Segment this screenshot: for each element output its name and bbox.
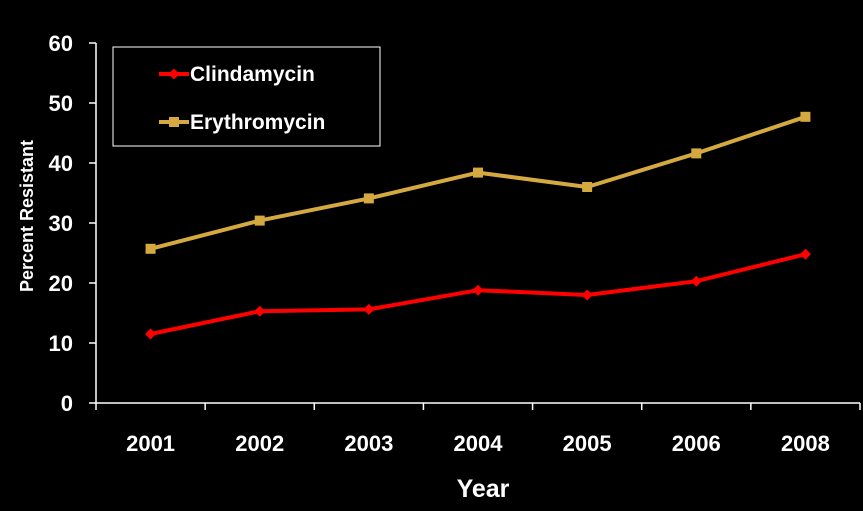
x-ticks: 2001 2002 2003 2004 2005 2006 2008 bbox=[95, 403, 861, 456]
erythromycin-point bbox=[582, 182, 593, 192]
x-tick-label: 2006 bbox=[672, 431, 721, 456]
x-tick-label: 2001 bbox=[126, 431, 175, 456]
legend-items: Clindamycin Erythromycin bbox=[159, 63, 325, 134]
y-ticks: 0 10 20 30 40 50 60 bbox=[49, 31, 96, 416]
x-tick-label: 2008 bbox=[781, 431, 830, 456]
erythromycin-point bbox=[145, 243, 156, 254]
series-layer bbox=[145, 111, 811, 340]
x-tick-label: 2003 bbox=[344, 431, 393, 456]
legend-box bbox=[112, 46, 381, 147]
erythromycin-legend-label: Erythromycin bbox=[190, 111, 325, 134]
y-tick-label: 60 bbox=[49, 31, 73, 56]
erythromycin-legend-marker bbox=[169, 117, 179, 127]
clindamycin-point bbox=[363, 303, 375, 315]
y-tick-label: 40 bbox=[49, 151, 73, 176]
erythromycin-point bbox=[473, 167, 483, 178]
x-tick-label: 2002 bbox=[235, 431, 284, 456]
y-tick-label: 10 bbox=[49, 331, 73, 356]
y-tick-label: 30 bbox=[49, 211, 73, 236]
erythromycin-point bbox=[254, 215, 265, 226]
clindamycin-legend-label: Clindamycin bbox=[190, 63, 315, 86]
erythromycin-point bbox=[691, 148, 702, 159]
clindamycin-point bbox=[472, 284, 484, 296]
x-tick-label: 2005 bbox=[563, 431, 612, 456]
clindamycin-legend-marker bbox=[168, 68, 180, 80]
clindamycin-point bbox=[690, 275, 702, 287]
y-axis-title: Percent Resistant bbox=[17, 140, 37, 292]
clindamycin-point bbox=[799, 248, 811, 260]
clindamycin-point bbox=[581, 289, 593, 301]
clindamycin-point bbox=[145, 328, 157, 340]
erythromycin-point bbox=[800, 111, 811, 122]
x-tick-label: 2004 bbox=[454, 431, 504, 456]
x-axis-title: Year bbox=[457, 475, 510, 503]
y-tick-label: 20 bbox=[49, 271, 73, 296]
erythromycin-point bbox=[363, 193, 374, 204]
y-tick-label: 0 bbox=[61, 391, 73, 416]
legend: Clindamycin Erythromycin bbox=[112, 46, 381, 147]
clindamycin-point bbox=[254, 305, 266, 317]
y-tick-label: 50 bbox=[49, 91, 73, 116]
